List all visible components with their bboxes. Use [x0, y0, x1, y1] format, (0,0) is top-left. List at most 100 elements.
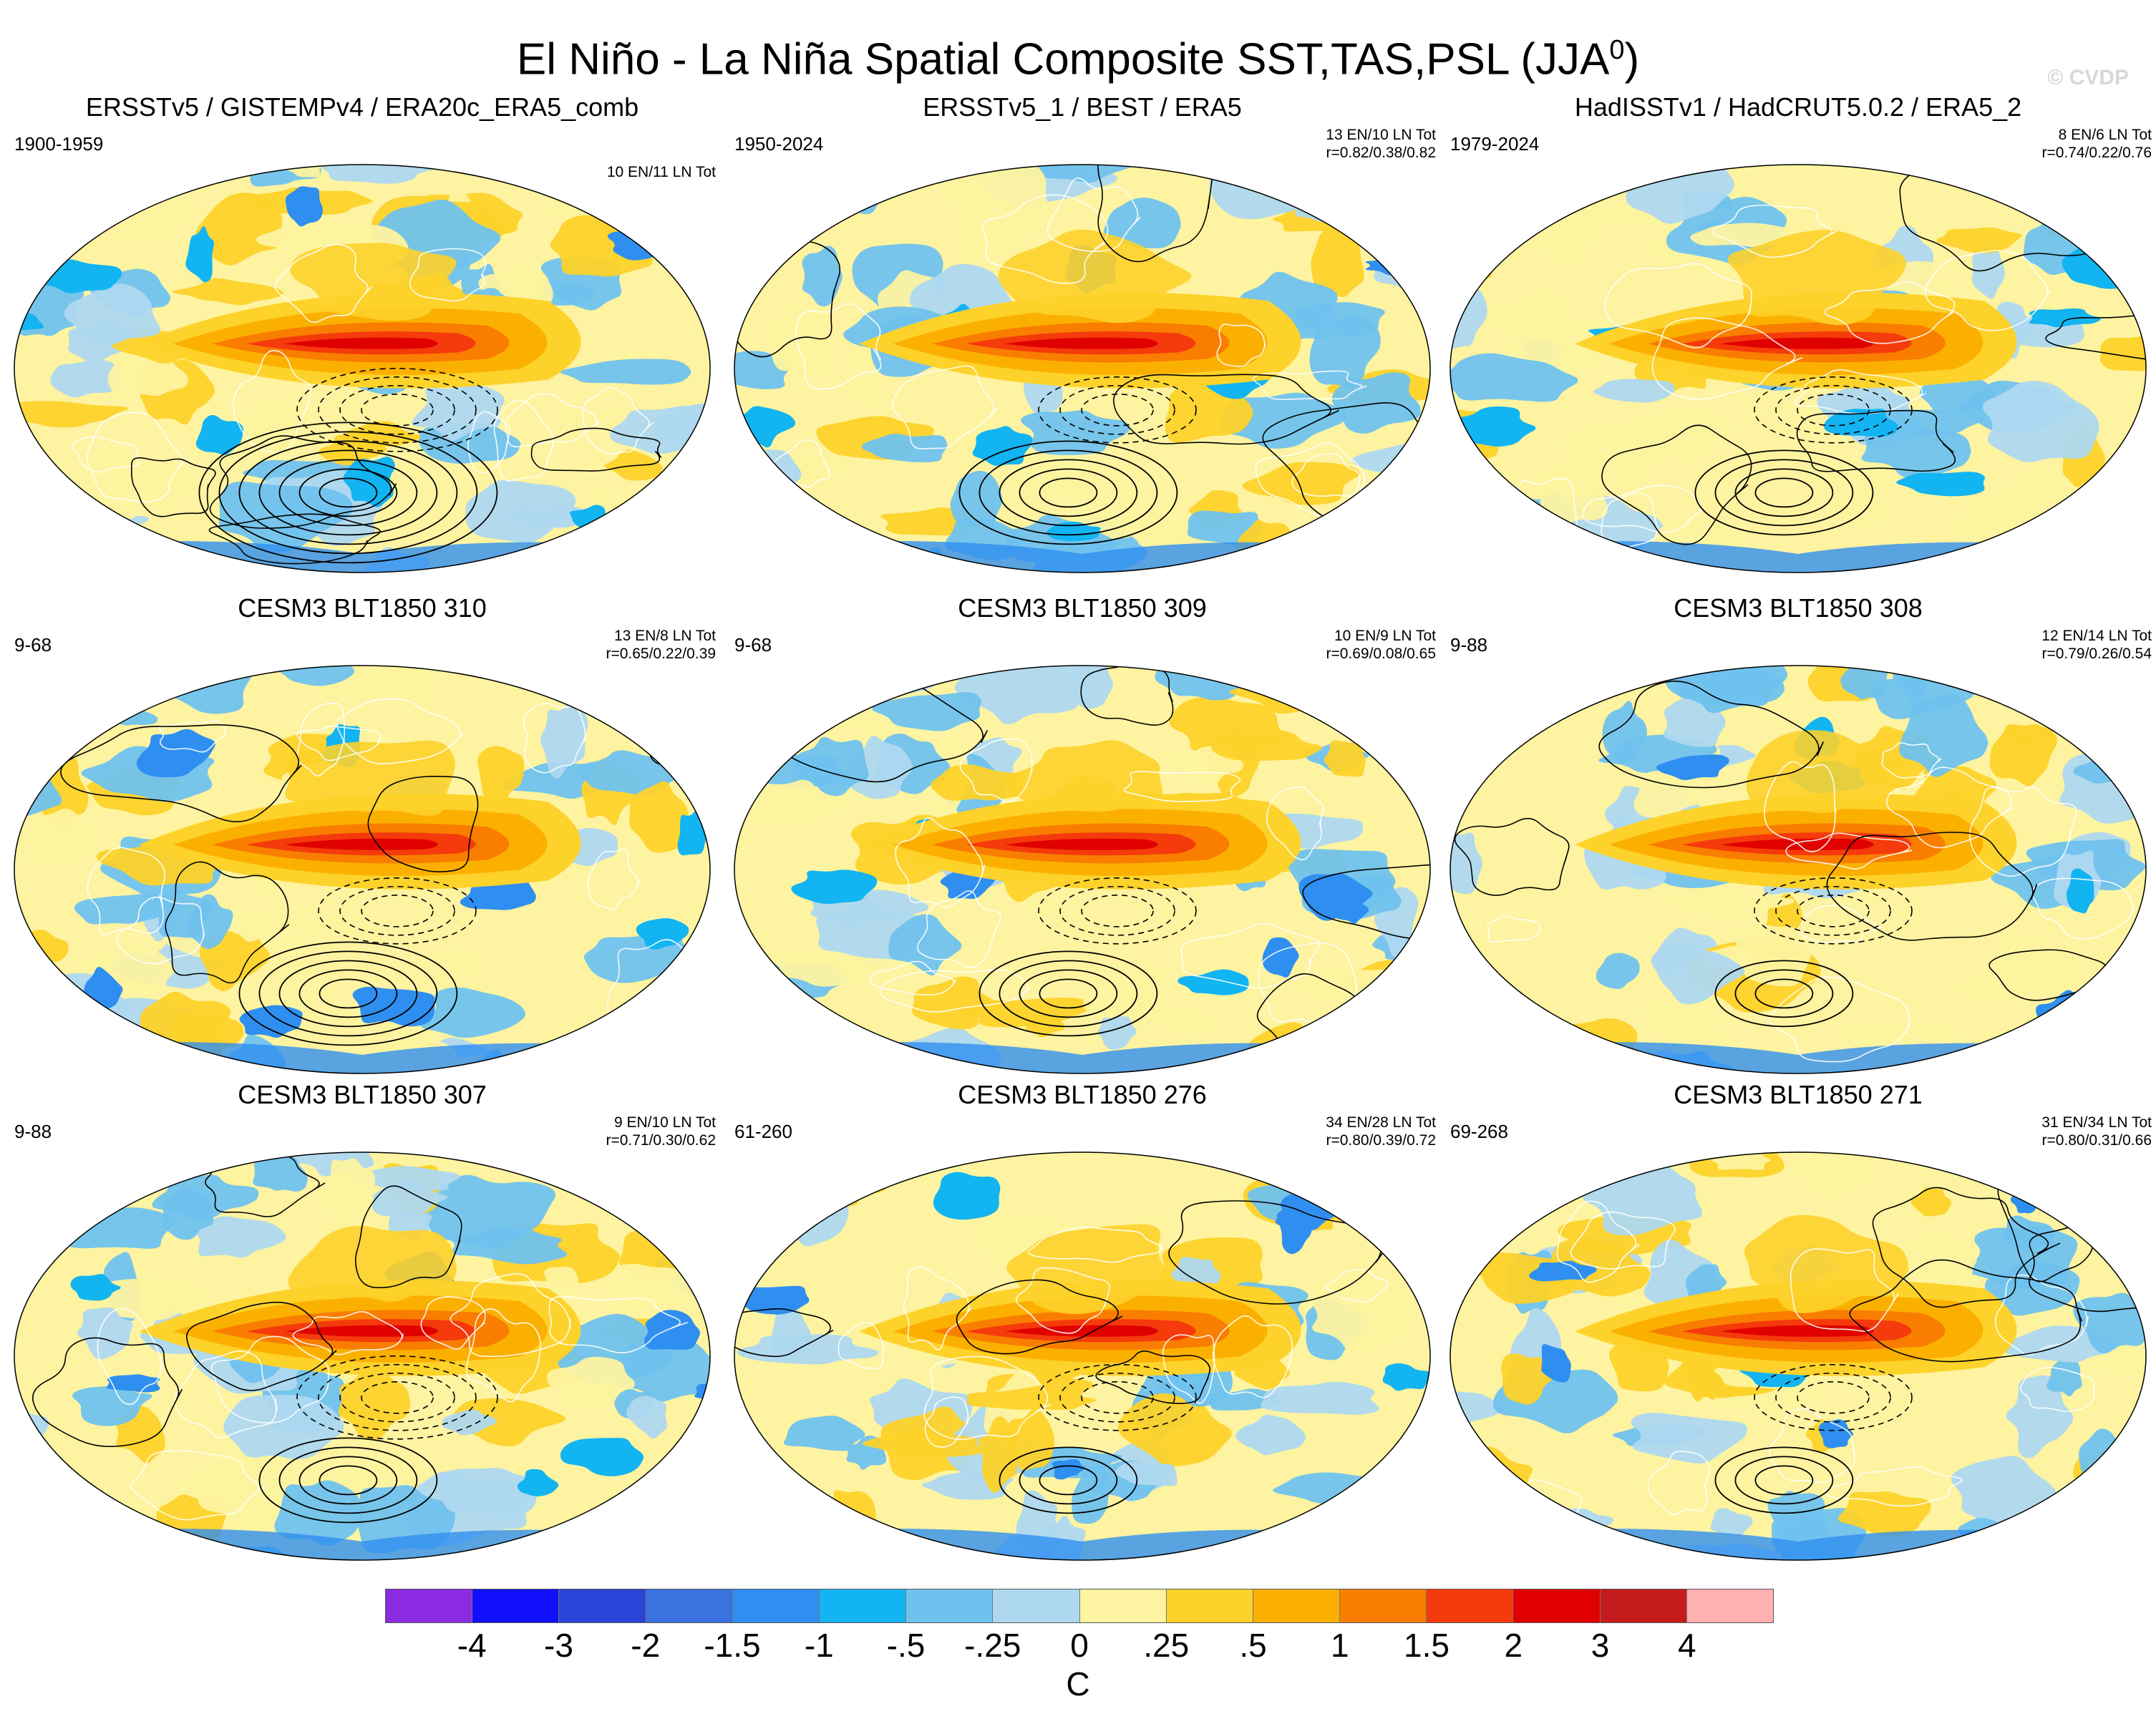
- colorbar-swatch: [1166, 1589, 1253, 1622]
- colorbar-tick-label: 3: [1591, 1627, 1610, 1664]
- anomaly-region: [2074, 692, 2142, 715]
- anomaly-region: [646, 202, 710, 243]
- anomaly-region: [771, 302, 834, 375]
- psl-contour-negative: [339, 885, 455, 936]
- coastline: [296, 726, 382, 761]
- anomaly-region: [1593, 379, 1675, 403]
- anomaly-region: [792, 736, 870, 797]
- panel-years: 9-88: [14, 1121, 52, 1142]
- anomaly-region: [685, 982, 710, 1011]
- anomaly-region: [1117, 1393, 1236, 1467]
- anomaly-region: [1656, 754, 1729, 780]
- anomaly-region: [912, 976, 1000, 1030]
- anomaly-region: [540, 703, 588, 779]
- anomaly-region: [1470, 1189, 1538, 1232]
- panel-stats: 13 EN/10 LN Tot r=0.82/0.38/0.82: [1326, 126, 1436, 162]
- colorbar-swatch: [906, 1589, 994, 1622]
- warm-tongue: [290, 243, 457, 321]
- coastline: [1253, 370, 1367, 400]
- psl-contour-negative: [361, 1380, 434, 1414]
- anomaly-region: [1219, 392, 1349, 449]
- robinson-map: [734, 665, 1431, 1074]
- anomaly-region: [737, 165, 824, 203]
- anomaly-region: [136, 729, 215, 778]
- anomaly-region: [1450, 1496, 1495, 1515]
- anomaly-region: [14, 311, 44, 332]
- coastline: [1823, 281, 1956, 344]
- anomaly-region: [274, 1480, 364, 1546]
- psl-contour-negative: [339, 1372, 455, 1423]
- colorbar-swatch: [1427, 1589, 1514, 1622]
- anomaly-region: [2077, 1025, 2125, 1067]
- anomaly-region: [14, 1203, 69, 1256]
- psl-contour-negative: [1797, 393, 1870, 427]
- psl-contour-positive: [185, 1301, 337, 1391]
- anomaly-region: [931, 764, 1024, 801]
- colorbar-swatch: [993, 1589, 1080, 1622]
- psl-contour-positive: [958, 440, 1178, 545]
- anomaly-region: [560, 359, 692, 385]
- anomaly-region: [243, 402, 316, 456]
- coastline: [1027, 1227, 1163, 1263]
- anomaly-region: [185, 226, 214, 283]
- map-panel: CESM3 BLT1850 307 9-88 9 EN/10 LN Tot r=0.7…: [4, 1079, 720, 1566]
- anomaly-region: [791, 870, 878, 905]
- panel-stats: 13 EN/8 LN Tot r=0.65/0.22/0.39: [606, 627, 716, 663]
- colorbar-tick-label: -1.5: [704, 1627, 761, 1664]
- anomaly-region: [1643, 993, 1731, 1042]
- psl-contour-negative: [1754, 877, 1913, 945]
- anomaly-region: [239, 1005, 303, 1038]
- anomaly-region: [1460, 1530, 1509, 1555]
- anomaly-region: [106, 1374, 160, 1393]
- psl-contour-negative: [361, 393, 434, 427]
- psl-contour-negative: [296, 1355, 498, 1440]
- warm-tongue: [1006, 1224, 1172, 1315]
- warm-tongue: [285, 1325, 438, 1337]
- panel-years: 61-260: [734, 1121, 792, 1142]
- coastline: [837, 1322, 885, 1370]
- anomaly-region: [517, 1469, 560, 1496]
- robinson-map: [1450, 1151, 2147, 1561]
- coastline: [97, 1307, 162, 1406]
- coastline: [336, 698, 464, 765]
- anomaly-region: [759, 545, 807, 573]
- anomaly-region: [560, 1438, 645, 1476]
- coastline: [467, 411, 511, 474]
- anomaly-region: [1311, 227, 1364, 298]
- event-count: 34 EN/28 LN Tot: [1326, 1114, 1436, 1131]
- psl-contour-positive: [60, 724, 302, 822]
- anomaly-region: [1308, 1274, 1411, 1352]
- warm-tongue: [1005, 337, 1158, 349]
- psl-contour-negative: [1775, 384, 1891, 435]
- anomaly-region: [285, 186, 324, 227]
- coastline: [210, 1335, 330, 1424]
- anomaly-region: [219, 481, 354, 554]
- map-border: [1450, 1151, 2147, 1561]
- coastline: [917, 890, 1001, 968]
- anomaly-region: [2100, 1204, 2141, 1228]
- anomaly-region: [2006, 1375, 2077, 1459]
- psl-contour-positive: [1734, 1456, 1834, 1505]
- anomaly-region: [1910, 1187, 1953, 1217]
- anomaly-region: [2005, 724, 2054, 744]
- anomaly-region: [1365, 545, 1430, 573]
- panel-title: CESM3 BLT1850 310: [238, 593, 487, 623]
- event-count: 13 EN/10 LN Tot: [1326, 127, 1436, 143]
- coastline: [1487, 915, 1541, 943]
- anomaly-region: [1293, 302, 1385, 337]
- robinson-map: [734, 164, 1431, 573]
- event-count: 9 EN/10 LN Tot: [613, 1114, 716, 1131]
- anomaly-region: [1540, 666, 1618, 688]
- colorbar-tick-label: -2: [631, 1627, 661, 1664]
- anomaly-region: [1260, 1381, 1379, 1415]
- anomaly-region: [1277, 166, 1370, 211]
- coastline: [116, 896, 205, 965]
- map-border: [734, 164, 1431, 573]
- event-count: 8 EN/6 LN Tot: [2058, 127, 2152, 143]
- anomaly-region: [737, 1285, 811, 1315]
- anomaly-region: [629, 781, 689, 853]
- psl-contour-positive: [1714, 960, 1854, 1028]
- anomaly-region: [322, 165, 450, 184]
- anomaly-region: [623, 1038, 710, 1073]
- anomaly-region: [1211, 729, 1326, 761]
